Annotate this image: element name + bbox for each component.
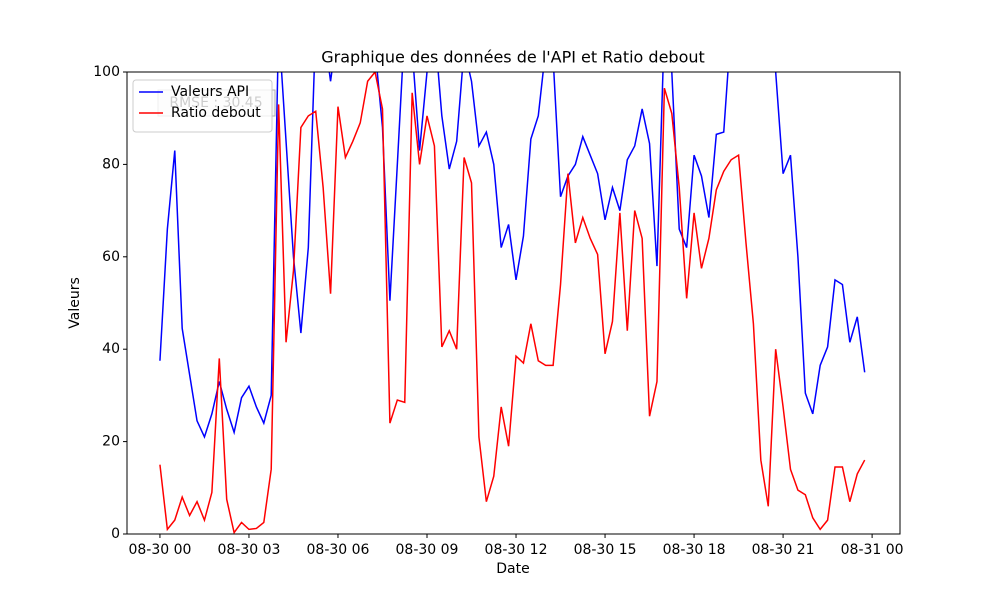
y-axis-label: Valeurs bbox=[67, 277, 83, 329]
x-tick-label: 08-30 15 bbox=[574, 542, 637, 558]
x-tick-label: 08-30 12 bbox=[485, 542, 548, 558]
x-tick-label: 08-31 00 bbox=[841, 542, 904, 558]
y-tick-label: 20 bbox=[102, 434, 120, 450]
x-tick-label: 08-30 18 bbox=[663, 542, 726, 558]
chart-title: Graphique des données de l'API et Ratio … bbox=[321, 48, 705, 67]
series-line bbox=[159, 72, 866, 534]
legend: Valeurs API Ratio debout bbox=[132, 79, 273, 133]
legend-label: Ratio debout bbox=[171, 105, 261, 121]
legend-box bbox=[132, 79, 273, 133]
axes-frame bbox=[126, 71, 901, 535]
x-axis-label: Date bbox=[496, 561, 529, 577]
x-tick-label: 08-30 03 bbox=[217, 542, 280, 558]
x-tick-label: 08-30 06 bbox=[307, 542, 370, 558]
y-tick-label: 0 bbox=[111, 526, 120, 542]
y-tick-label: 40 bbox=[102, 341, 120, 357]
y-tick-label: 80 bbox=[102, 156, 120, 172]
x-tick-label: 08-30 21 bbox=[752, 542, 815, 558]
y-tick-label: 100 bbox=[93, 64, 120, 80]
legend-label: Valeurs API bbox=[171, 84, 249, 100]
plot-area bbox=[159, 72, 866, 534]
series-line bbox=[159, 72, 866, 440]
y-tick-label: 60 bbox=[102, 249, 120, 265]
x-tick-label: 08-30 00 bbox=[128, 542, 191, 558]
x-tick-label: 08-30 09 bbox=[396, 542, 459, 558]
